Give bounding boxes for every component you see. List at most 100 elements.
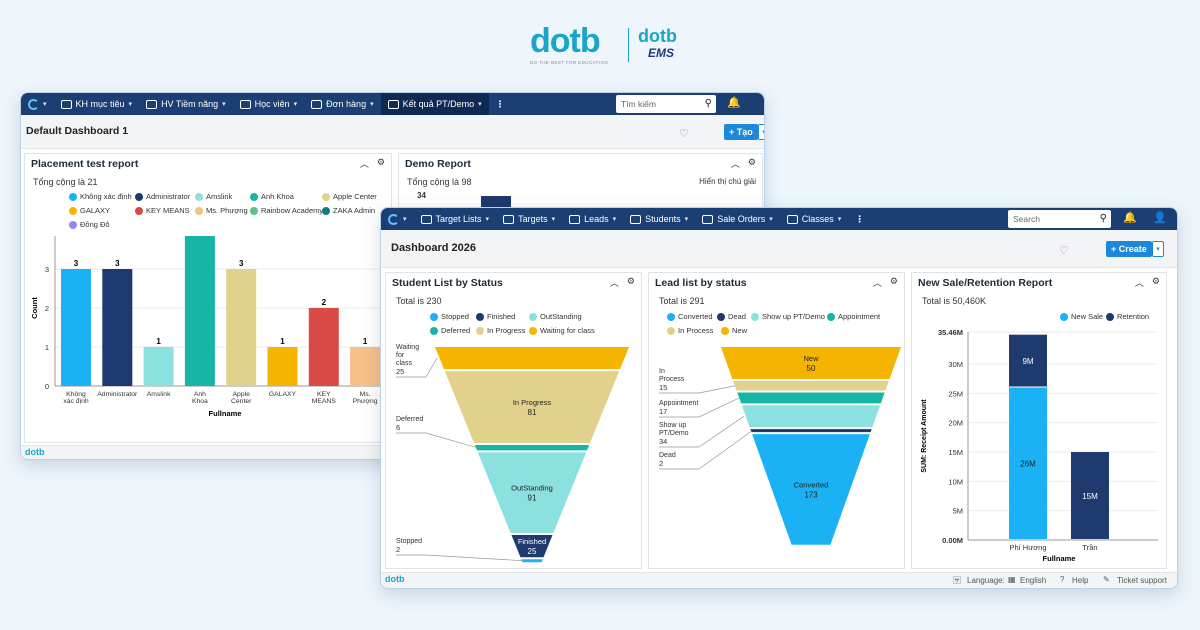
bell-icon[interactable]: 🔔 (1123, 212, 1137, 224)
legend-item[interactable]: New Sale (1060, 312, 1103, 321)
app-switcher[interactable]: ▾ (381, 208, 414, 230)
back-search-input[interactable]: Tìm kiếm ⚲ (616, 95, 716, 113)
legend-toggle[interactable]: Hiển thị chú giải (699, 177, 756, 186)
y-tick-label: 20M (948, 419, 963, 428)
app-switcher[interactable]: ▾ (21, 93, 54, 115)
favorite-heart-icon[interactable]: ♡ (1059, 245, 1069, 257)
legend-item[interactable]: Dead (717, 312, 746, 321)
data-label: 9M (1022, 357, 1033, 366)
legend-item[interactable]: Converted (667, 312, 713, 321)
language-label: Language: (967, 576, 1005, 585)
funnel-slice (750, 429, 872, 433)
dashboard-title[interactable]: Default Dashboard 1 (26, 125, 129, 137)
legend-item[interactable]: OutStanding (529, 312, 582, 321)
total-label: Total is 50,460K (922, 296, 987, 306)
legend-item[interactable]: KEY MEANS (135, 206, 190, 215)
person-icon (146, 99, 158, 109)
nav-hv-tiem-nang[interactable]: HV Tiềm năng ▾ (139, 93, 233, 115)
legend-swatch (827, 312, 835, 321)
nav-students[interactable]: Students ▾ (623, 208, 695, 230)
x-tick-label: Phí Hương (1009, 543, 1046, 552)
logo-ems: EMS (648, 46, 675, 60)
y-tick-label: 15M (948, 448, 963, 457)
favorite-heart-icon[interactable]: ♡ (679, 128, 689, 140)
panel-tools: ︿ ⚙ (873, 276, 898, 289)
legend-item[interactable]: Appointment (827, 312, 880, 321)
legend-item[interactable]: In Progress (476, 326, 525, 335)
total-label: Total is 230 (396, 296, 442, 306)
nav-hoc-vien[interactable]: Học viên ▾ (233, 93, 305, 115)
total-label: Tổng cộng là 98 (407, 177, 472, 187)
nav-kh-muc-tieu[interactable]: KH mục tiêu ▾ (54, 93, 140, 115)
collapse-icon[interactable]: ︿ (359, 159, 369, 169)
sale-panel: New Sale/Retention Report ︿ ⚙ Total is 50… (911, 272, 1167, 569)
create-button[interactable]: + Tạo (724, 124, 758, 140)
help-link[interactable]: Help (1072, 576, 1089, 585)
legend-item[interactable]: Finished (476, 312, 515, 321)
create-dropdown-button[interactable]: ▾ (758, 124, 764, 140)
nav-classes[interactable]: Classes ▾ (780, 208, 849, 230)
create-dropdown-button[interactable]: ▾ (1152, 241, 1164, 257)
more-menu-icon[interactable]: ⋮ (855, 213, 865, 224)
data-label: 1 (156, 337, 161, 346)
funnel-side-label: for (396, 352, 405, 359)
bar (308, 308, 339, 386)
nav-sale-orders[interactable]: Sale Orders ▾ (695, 208, 780, 230)
legend-item[interactable]: Ms. Phượng (195, 206, 248, 215)
language-value[interactable]: English (1020, 576, 1047, 585)
gear-icon[interactable]: ⚙ (626, 276, 635, 286)
bar (143, 347, 174, 386)
legend-item[interactable]: Apple Center (322, 192, 377, 201)
legend-item[interactable]: Không xác định (69, 192, 132, 201)
collapse-icon[interactable]: ︿ (730, 159, 740, 169)
ticket-link[interactable]: Ticket support (1117, 576, 1167, 585)
x-tick-label: KEY (317, 391, 331, 398)
funnel-slice (741, 405, 881, 428)
funnel-side-label: PT/Demo (659, 430, 689, 437)
collapse-icon[interactable]: ︿ (1134, 278, 1144, 288)
gear-icon[interactable]: ⚙ (376, 157, 385, 167)
user-settings-icon[interactable]: 👤 (1153, 212, 1167, 224)
funnel-connector (396, 357, 438, 378)
legend-item[interactable]: Rainbow Academy (250, 206, 323, 215)
legend-swatch (1060, 312, 1068, 321)
legend-item[interactable]: ZAKA Admin (322, 206, 375, 215)
total-label: Total is 291 (659, 296, 705, 306)
legend-item[interactable]: Retention (1106, 312, 1149, 321)
legend-item[interactable]: Deferred (430, 326, 470, 335)
x-tick-label: Amslink (147, 391, 171, 398)
legend-item[interactable]: Anh Khoa (250, 192, 294, 201)
x-tick-label: GALAXY (269, 391, 297, 398)
class-icon (786, 214, 798, 224)
nav-targets[interactable]: Targets ▾ (496, 208, 562, 230)
legend-swatch (195, 192, 203, 201)
x-tick-label: MEANS (312, 398, 337, 405)
collapse-icon[interactable]: ︿ (872, 278, 882, 288)
nav-ket-qua[interactable]: Kết quả PT/Demo ▾ (380, 93, 489, 115)
legend-item[interactable]: New (721, 326, 747, 335)
legend-item[interactable]: Waiting for class (529, 326, 595, 335)
legend-item[interactable]: Đông Đô (69, 220, 110, 229)
legend-item[interactable]: In Process (667, 326, 713, 335)
nav-leads[interactable]: Leads ▾ (562, 208, 623, 230)
funnel-value: 173 (804, 490, 818, 499)
legend-swatch (430, 312, 438, 321)
nav-target-lists[interactable]: Target Lists ▾ (414, 208, 497, 230)
gear-icon[interactable]: ⚙ (889, 276, 898, 286)
legend-item[interactable]: Administrator (135, 192, 190, 201)
legend-item[interactable]: Show up PT/Demo (751, 312, 825, 321)
funnel-slice (721, 347, 901, 379)
dashboard-title[interactable]: Dashboard 2026 (391, 242, 476, 254)
front-search-input[interactable]: Search ⚲ (1008, 210, 1111, 228)
gear-icon[interactable]: ⚙ (1151, 276, 1160, 286)
collapse-icon[interactable]: ︿ (609, 278, 619, 288)
create-button[interactable]: + Create (1106, 241, 1152, 257)
more-menu-icon[interactable]: ⋮ (495, 98, 505, 109)
nav-don-hang[interactable]: Đơn hàng ▾ (304, 93, 380, 115)
bell-icon[interactable]: 🔔 (727, 97, 741, 109)
legend-item[interactable]: Stopped (430, 312, 469, 321)
legend-item[interactable]: GALAXY (69, 206, 110, 215)
gear-icon[interactable]: ⚙ (747, 157, 756, 167)
x-tick-label: Center (231, 398, 252, 405)
legend-item[interactable]: Amslink (195, 192, 232, 201)
